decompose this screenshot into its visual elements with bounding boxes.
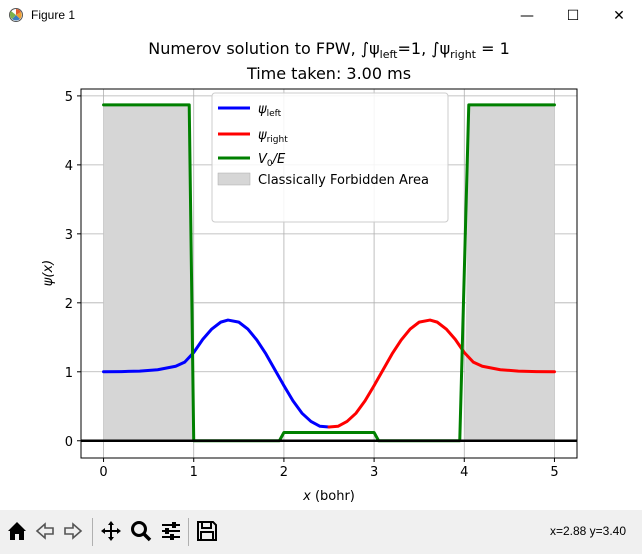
legend: ψleft ψright V0/E Classically Forbidden … xyxy=(211,92,449,223)
chart: 0 1 2 3 4 5 0 1 2 3 4 5 Numerov solution to FPW, ∫ψ… xyxy=(41,39,578,504)
y-axis-label: ψ(x) xyxy=(41,260,56,286)
legend-label-v0e: V0/E xyxy=(258,152,286,169)
tick-marks: 0 1 2 3 4 5 0 1 2 3 4 5 xyxy=(65,90,559,480)
home-icon xyxy=(8,522,26,540)
save-button[interactable] xyxy=(192,516,222,546)
legend-swatch-forbidden xyxy=(217,172,251,186)
zoom-button[interactable] xyxy=(126,516,156,546)
y-tick-label: 3 xyxy=(65,228,73,243)
pan-button[interactable] xyxy=(96,516,126,546)
legend-label-psi-right: ψright xyxy=(258,128,288,145)
y-tick-label: 2 xyxy=(65,297,73,312)
home-button[interactable] xyxy=(2,516,32,546)
x-tick-label: 0 xyxy=(99,465,107,480)
configure-subplots-icon xyxy=(162,522,180,540)
matplotlib-logo-icon xyxy=(9,8,23,22)
maximize-button[interactable]: ☐ xyxy=(550,0,596,31)
forbidden-region xyxy=(103,104,194,441)
x-tick-label: 4 xyxy=(460,465,468,480)
y-tick-label: 1 xyxy=(65,366,73,381)
chart-title-line1: Numerov solution to FPW, ∫ψleft=1, ∫ψrig… xyxy=(148,39,510,61)
toolbar-separator xyxy=(188,518,189,546)
back-arrow-icon xyxy=(35,522,54,540)
axes-frame xyxy=(80,88,578,459)
zoom-icon xyxy=(131,521,152,542)
x-tick-label: 2 xyxy=(280,465,288,480)
y-tick-label: 0 xyxy=(65,435,73,450)
cursor-coordinates: x=2.88 y=3.40 xyxy=(549,524,626,538)
legend-label-psi-left: ψleft xyxy=(258,102,282,119)
minimize-button[interactable]: — xyxy=(504,0,550,31)
window-titlebar: Figure 1 — ☐ ✕ xyxy=(0,0,642,31)
toolbar-separator xyxy=(92,518,93,546)
x-axis-label: x (bohr) xyxy=(302,489,355,504)
forbidden-region xyxy=(464,104,555,441)
x-tick-label: 1 xyxy=(190,465,198,480)
back-button[interactable] xyxy=(30,516,60,546)
legend-label-forbidden: Classically Forbidden Area xyxy=(258,173,429,188)
series-line-psi-right xyxy=(327,318,556,429)
chart-title-line2: Time taken: 3.00 ms xyxy=(246,64,411,83)
forbidden-regions xyxy=(103,104,555,441)
y-tick-label: 5 xyxy=(65,90,73,105)
series-line-V0-over-E xyxy=(102,103,556,443)
minimize-icon: — xyxy=(520,7,534,24)
x-tick-label: 3 xyxy=(370,465,378,480)
series-line-psi-left xyxy=(102,318,331,429)
series-lines xyxy=(81,103,577,443)
legend-box xyxy=(211,92,449,223)
maximize-icon: ☐ xyxy=(566,7,580,24)
window-title: Figure 1 xyxy=(31,8,76,22)
configure-subplots-button[interactable] xyxy=(156,516,186,546)
save-icon xyxy=(197,521,217,541)
close-icon: ✕ xyxy=(613,7,625,24)
close-button[interactable]: ✕ xyxy=(596,0,642,31)
x-tick-label: 5 xyxy=(550,465,558,480)
figure-canvas[interactable]: 0 1 2 3 4 5 0 1 2 3 4 5 Numerov solution to FPW, ∫ψ… xyxy=(0,31,642,510)
pan-icon xyxy=(101,521,121,541)
forward-button[interactable] xyxy=(58,516,88,546)
navigation-toolbar: x=2.88 y=3.40 xyxy=(0,510,642,554)
y-tick-label: 4 xyxy=(65,159,73,174)
forward-arrow-icon xyxy=(64,522,83,540)
